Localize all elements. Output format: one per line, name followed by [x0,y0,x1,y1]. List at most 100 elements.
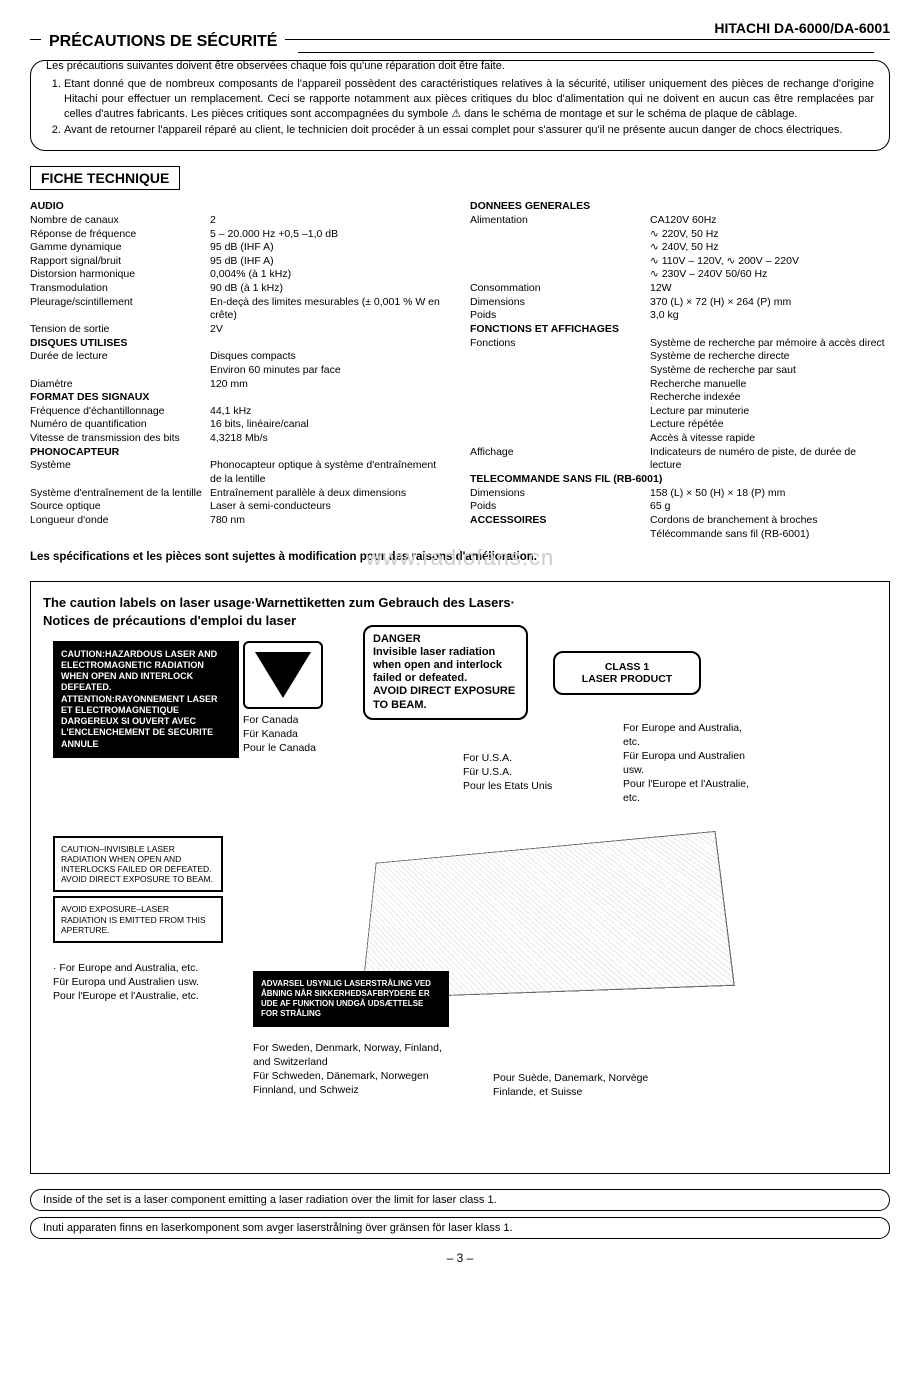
spec-value: 90 dB (à 1 kHz) [210,282,450,296]
spec-label: Nombre de canaux [30,214,210,228]
spec-value: En-deçà des limites mesurables (± 0,001 … [210,296,450,323]
bottom-notes: Inside of the set is a laser component e… [30,1189,890,1239]
spec-value: Cordons de branchement à broches Télécom… [650,514,890,541]
spec-label: Gamme dynamique [30,241,210,255]
spec-value: 12W [650,282,890,296]
spec-row: Fréquence d'échantillonnage44,1 kHz [30,405,450,419]
danger-label: DANGER Invisible laser radiation when op… [363,625,528,720]
canada-text: For Canada Für Kanada Pour le Canada [243,713,316,756]
spec-value: 370 (L) × 72 (H) × 264 (P) mm [650,296,890,310]
spec-heading: FORMAT DES SIGNAUX [30,391,450,405]
spec-value: 95 dB (IHF A) [210,255,450,269]
spec-row: FonctionsSystème de recherche par mémoir… [470,337,890,446]
spec-heading: PHONOCAPTEUR [30,446,450,460]
spec-heading: TELECOMMANDE SANS FIL (RB-6001) [470,473,890,487]
specs-right-col: DONNEES GENERALESAlimentationCA120V 60Hz… [470,200,890,541]
title-rule [298,52,874,53]
spec-row: Poids3,0 kg [470,309,890,323]
spec-row: Système d'entraînement de la lentilleEnt… [30,487,450,501]
triangle-warning-icon [243,641,323,709]
spec-value: Entraînement parallèle à deux dimensions [210,487,450,501]
spec-value: Disques compacts Environ 60 minutes par … [210,350,450,377]
spec-label: Poids [470,500,650,514]
spec-label: Dimensions [470,296,650,310]
spec-value: 5 – 20.000 Hz +0,5 –1,0 dB [210,228,450,242]
white-labels-stack: CAUTION–INVISIBLE LASER RADIATION WHEN O… [53,836,223,943]
spec-value: Laser à semi-conducteurs [210,500,450,514]
spec-value: 2V [210,323,450,337]
spec-value: 95 dB (IHF A) [210,241,450,255]
spec-row: Distorsion harmonique0,004% (à 1 kHz) [30,268,450,282]
page-number: – 3 – [30,1251,890,1265]
sweden-fr-text: Pour Suède, Danemark, Norvège Finlande, … [493,1071,693,1099]
spec-value: Indicateurs de numéro de piste, de durée… [650,446,890,473]
precaution-item: Avant de retourner l'appareil réparé au … [64,123,874,138]
hazardous-laser-label: CAUTION:HAZARDOUS LASER AND ELECTROMAGNE… [53,641,239,758]
spec-row: Longueur d'onde780 nm [30,514,450,528]
precautions-box: PRÉCAUTIONS DE SÉCURITÉ Les précautions … [30,60,890,151]
spec-label: Numéro de quantification [30,418,210,432]
spec-label: Poids [470,309,650,323]
spec-label: Dimensions [470,487,650,501]
spec-heading: FONCTIONS ET AFFICHAGES [470,323,890,337]
spec-row: Réponse de fréquence5 – 20.000 Hz +0,5 –… [30,228,450,242]
precaution-item: Etant donné que de nombreux composants d… [64,77,874,122]
spec-heading: AUDIO [30,200,450,214]
spec-row: Tension de sortie2V [30,323,450,337]
spec-label: Rapport signal/bruit [30,255,210,269]
spec-row: SystèmePhonocapteur optique à système d'… [30,459,450,486]
laser-note-en: Inside of the set is a laser component e… [30,1189,890,1211]
specs-container: AUDIONombre de canaux2Réponse de fréquen… [30,200,890,541]
spec-row: Nombre de canaux2 [30,214,450,228]
spec-label: Pleurage/scintillement [30,296,210,323]
spec-row: Source optiqueLaser à semi-conducteurs [30,500,450,514]
spec-row: AlimentationCA120V 60Hz ∿ 220V, 50 Hz ∿ … [470,214,890,282]
spec-value: 2 [210,214,450,228]
spec-label: Diamètre [30,378,210,392]
spec-row: Diamètre120 mm [30,378,450,392]
spec-row: Dimensions158 (L) × 50 (H) × 18 (P) mm [470,487,890,501]
fiche-technique-title: FICHE TECHNIQUE [30,166,180,190]
spec-value: 120 mm [210,378,450,392]
spec-value: 16 bits, linéaire/canal [210,418,450,432]
spec-value: CA120V 60Hz ∿ 220V, 50 Hz ∿ 240V, 50 Hz … [650,214,890,282]
sweden-text: For Sweden, Denmark, Norway, Finland, an… [253,1041,453,1098]
spec-value: Système de recherche par mémoire à accès… [650,337,890,446]
spec-value: 158 (L) × 50 (H) × 18 (P) mm [650,487,890,501]
europe-text-1: For Europe and Australia, etc. Für Europ… [623,721,753,806]
spec-row: Pleurage/scintillementEn-deçà des limite… [30,296,450,323]
spec-row: Vitesse de transmission des bits4,3218 M… [30,432,450,446]
spec-row: Rapport signal/bruit95 dB (IHF A) [30,255,450,269]
spec-label: Système d'entraînement de la lentille [30,487,210,501]
europe-text-2: · For Europe and Australia, etc. Für Eur… [53,961,233,1004]
spec-heading: ACCESSOIRES [470,514,650,541]
spec-value: 3,0 kg [650,309,890,323]
precautions-title: PRÉCAUTIONS DE SÉCURITÉ [41,33,285,51]
precautions-list: Etant donné que de nombreux composants d… [46,77,874,138]
white-caution-label: CAUTION–INVISIBLE LASER RADIATION WHEN O… [53,836,223,893]
spec-heading: DISQUES UTILISES [30,337,450,351]
spec-row: Durée de lectureDisques compacts Environ… [30,350,450,377]
spec-label: Tension de sortie [30,323,210,337]
spec-label: Système [30,459,210,486]
spec-value: 780 nm [210,514,450,528]
class1-label: CLASS 1 LASER PRODUCT [553,651,701,695]
spec-label: Source optique [30,500,210,514]
labels-grid: CAUTION:HAZARDOUS LASER AND ELECTROMAGNE… [43,641,877,1161]
spec-value: 44,1 kHz [210,405,450,419]
spec-row: Gamme dynamique95 dB (IHF A) [30,241,450,255]
spec-label: Durée de lecture [30,350,210,377]
advarsel-label: ADVARSEL USYNLIG LASERSTRÅLING VED ÅBNIN… [253,971,449,1027]
spec-label: Réponse de fréquence [30,228,210,242]
spec-label: Affichage [470,446,650,473]
precautions-intro: Les précautions suivantes doivent être o… [46,59,874,74]
spec-heading: DONNEES GENERALES [470,200,890,214]
spec-row: AffichageIndicateurs de numéro de piste,… [470,446,890,473]
spec-label: Alimentation [470,214,650,282]
spec-label: Consommation [470,282,650,296]
white-avoid-label: AVOID EXPOSURE–LASER RADIATION IS EMITTE… [53,896,223,943]
spec-row: Consommation12W [470,282,890,296]
spec-row: Transmodulation90 dB (à 1 kHz) [30,282,450,296]
spec-row: Numéro de quantification16 bits, linéair… [30,418,450,432]
specs-left-col: AUDIONombre de canaux2Réponse de fréquen… [30,200,450,541]
